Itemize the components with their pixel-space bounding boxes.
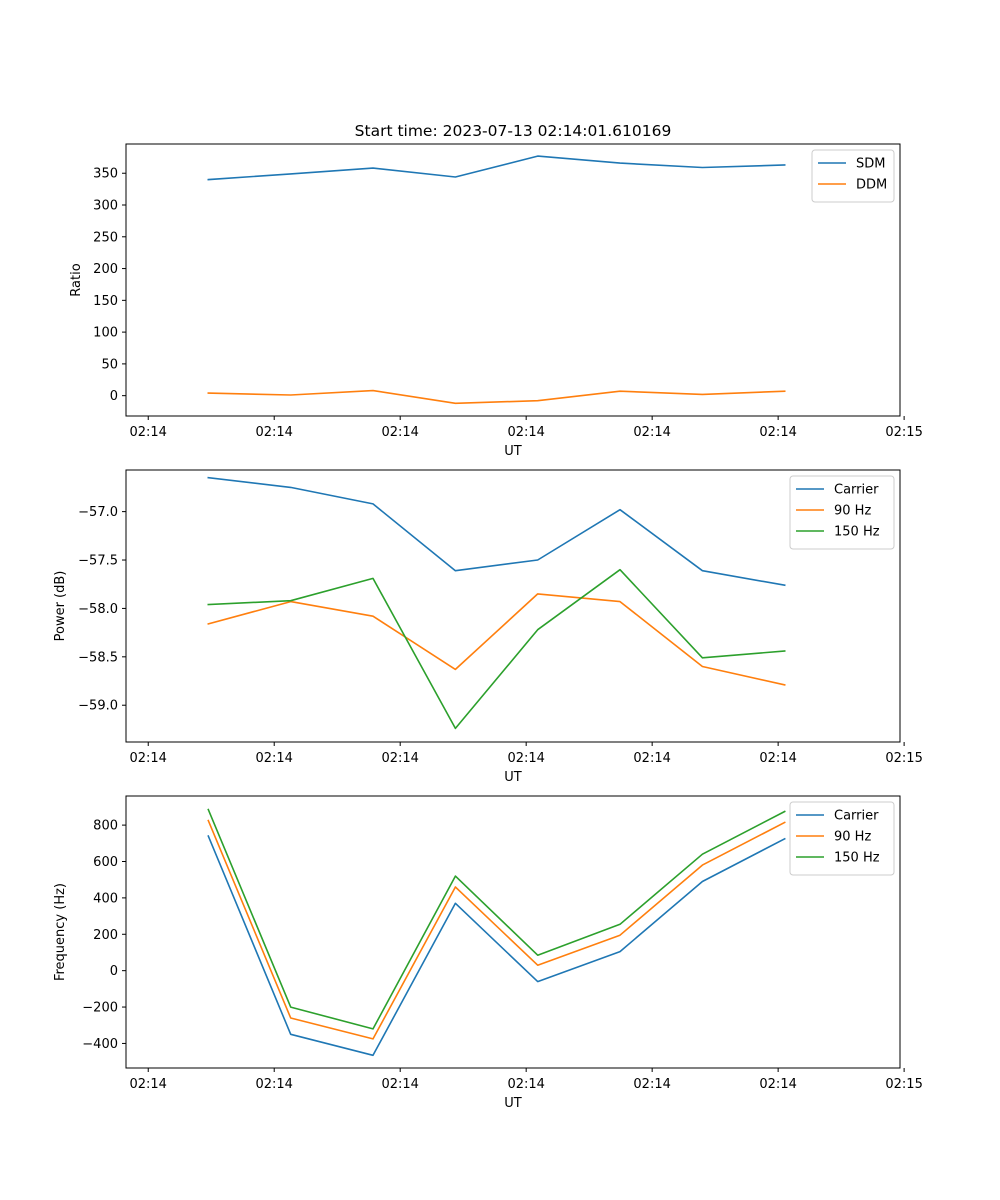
chart1-x-axis-label: UT [504,444,522,459]
chart3-y-tick-label: −400 [82,1037,118,1052]
chart2-x-tick-label: 02:14 [759,751,796,766]
chart2-legend-label-2: 90 Hz [834,504,871,519]
chart1-y-tick-label: 250 [93,230,118,245]
chart3-y-tick-label: −200 [82,1001,118,1016]
chart1-x-tick-label: 02:14 [759,425,796,440]
chart3-legend-label-3: 150 Hz [834,851,880,866]
chart1-panel: 02:14 02:14 02:14 02:14 02:14 02:14 02:15 0 50 10… [69,143,923,459]
chart1-x-tick-label: 02:14 [381,425,418,440]
chart2-y-tick-label: −57.0 [78,505,118,520]
chart2-x-tick-label: 02:14 [633,751,670,766]
chart1-y-tick-label: 350 [93,167,118,182]
chart1-series-line-2 [207,389,786,405]
chart2-series-line-3 [207,568,786,730]
chart1-y-tick-label: 150 [93,294,118,309]
chart2-legend: Carrier 90 Hz 150 Hz [789,475,895,550]
chart3-x-tick-label: 02:14 [759,1077,796,1092]
chart2-series-line-2 [207,593,786,686]
chart2-y-tick-label: −58.5 [78,650,118,665]
chart3-legend: Carrier 90 Hz 150 Hz [789,801,895,876]
chart3-panel: 02:14 02:14 02:14 02:14 02:14 02:14 02:15 −400 −… [53,795,923,1111]
chart2-x-tick-label: 02:14 [507,751,544,766]
chart1-legend: SDM DDM [811,149,895,203]
chart2-x-tick-label: 02:14 [255,751,292,766]
chart3-y-tick-label: 0 [110,964,118,979]
chart2-panel: 02:14 02:14 02:14 02:14 02:14 02:14 02:15 −59.0… [53,469,923,785]
chart1-x-tick-label: 02:14 [129,425,166,440]
chart1-y-tick-label: 0 [110,389,118,404]
chart2-x-tick-label: 02:15 [885,751,922,766]
chart2-y-axis-label: Power (dB) [53,571,68,642]
chart3-legend-label-2: 90 Hz [834,830,871,845]
chart2-axes-frame [125,469,901,743]
chart3-y-axis-label: Frequency (Hz) [53,883,68,981]
chart3-axes-frame [125,795,901,1069]
chart3-y-tick-label: 400 [93,891,118,906]
chart3-x-tick-label: 02:14 [633,1077,670,1092]
figure-title: Start time: 2023-07-13 02:14:01.610169 [355,122,672,140]
chart1-series-line-1 [207,155,786,181]
chart1-axes-frame [125,143,901,417]
chart1-y-axis-label: Ratio [69,263,84,296]
chart2-legend-label-1: Carrier [834,483,879,498]
chart2-y-tick-label: −58.0 [78,602,118,617]
chart3-y-tick-label: 200 [93,928,118,943]
chart1-y-tick-label: 200 [93,262,118,277]
plots-container: 02:14 02:14 02:14 02:14 02:14 02:14 02:15 0 50 10… [53,143,923,1111]
chart1-y-tick-label: 100 [93,326,118,341]
chart1-y-tick-label: 50 [101,357,118,372]
chart2-y-tick-label: −59.0 [78,699,118,714]
chart3-x-tick-label: 02:14 [381,1077,418,1092]
chart1-legend-label-1: SDM [856,157,885,172]
chart3-x-tick-label: 02:15 [885,1077,922,1092]
chart1-legend-label-2: DDM [856,178,887,193]
chart2-x-tick-label: 02:14 [129,751,166,766]
chart3-y-tick-label: 600 [93,855,118,870]
chart1-x-tick-label: 02:15 [885,425,922,440]
chart2-x-axis-label: UT [504,770,522,785]
chart3-x-tick-label: 02:14 [507,1077,544,1092]
chart3-x-axis-label: UT [504,1096,522,1111]
chart2-series-line-1 [207,476,786,587]
chart3-series-line-1 [207,834,786,1057]
chart1-x-tick-label: 02:14 [507,425,544,440]
chart3-x-tick-label: 02:14 [129,1077,166,1092]
chart3-x-tick-label: 02:14 [255,1077,292,1092]
chart2-x-tick-label: 02:14 [381,751,418,766]
chart3-y-tick-label: 800 [93,819,118,834]
chart2-y-tick-label: −57.5 [78,554,118,569]
chart1-x-tick-label: 02:14 [255,425,292,440]
chart3-series-line-3 [207,808,786,1030]
chart3-legend-label-1: Carrier [834,809,879,824]
chart2-legend-label-3: 150 Hz [834,525,880,540]
chart1-x-tick-label: 02:14 [633,425,670,440]
chart1-y-tick-label: 300 [93,199,118,214]
chart3-series-line-2 [207,819,786,1040]
